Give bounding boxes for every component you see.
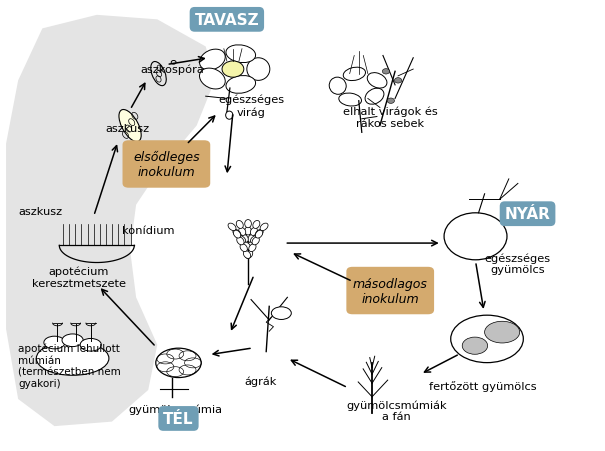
Ellipse shape bbox=[239, 228, 246, 236]
Ellipse shape bbox=[200, 69, 225, 90]
Ellipse shape bbox=[236, 221, 243, 229]
Ellipse shape bbox=[343, 68, 365, 81]
Ellipse shape bbox=[462, 337, 488, 354]
Ellipse shape bbox=[234, 231, 241, 239]
Ellipse shape bbox=[244, 235, 251, 243]
Text: fertőzött gyümölcs: fertőzött gyümölcs bbox=[429, 380, 537, 391]
Ellipse shape bbox=[80, 339, 102, 351]
FancyBboxPatch shape bbox=[346, 267, 434, 315]
Text: gyümölcsmúmiák
a fán: gyümölcsmúmiák a fán bbox=[346, 400, 446, 421]
Circle shape bbox=[382, 69, 390, 75]
Text: egészséges
virág: egészséges virág bbox=[218, 95, 284, 117]
Ellipse shape bbox=[244, 242, 251, 250]
Polygon shape bbox=[6, 16, 215, 426]
Ellipse shape bbox=[36, 342, 109, 375]
Text: aszkospóra: aszkospóra bbox=[140, 64, 204, 75]
Ellipse shape bbox=[238, 236, 246, 244]
Ellipse shape bbox=[228, 224, 236, 231]
Ellipse shape bbox=[233, 230, 241, 237]
Text: apotécium
keresztmetszete: apotécium keresztmetszete bbox=[31, 267, 126, 288]
Ellipse shape bbox=[248, 235, 255, 243]
Text: konídium: konídium bbox=[122, 225, 174, 235]
Ellipse shape bbox=[44, 336, 65, 349]
Ellipse shape bbox=[119, 110, 141, 143]
Ellipse shape bbox=[485, 322, 520, 343]
Ellipse shape bbox=[252, 238, 260, 245]
Text: egészséges
gyümölcs: egészséges gyümölcs bbox=[484, 253, 551, 275]
Ellipse shape bbox=[226, 76, 255, 94]
Ellipse shape bbox=[243, 251, 250, 259]
Text: apotécium lehullott
múmián
(természetben nem
gyakori): apotécium lehullott múmián (természetben… bbox=[18, 343, 121, 388]
Ellipse shape bbox=[243, 242, 250, 250]
Ellipse shape bbox=[226, 112, 233, 120]
Ellipse shape bbox=[244, 242, 251, 250]
Ellipse shape bbox=[240, 244, 247, 252]
Ellipse shape bbox=[365, 89, 384, 105]
Ellipse shape bbox=[249, 244, 256, 252]
FancyBboxPatch shape bbox=[122, 141, 211, 189]
Ellipse shape bbox=[260, 224, 268, 231]
Text: aszkusz: aszkusz bbox=[18, 207, 62, 217]
Text: elhalt virágok és
rákos sebek: elhalt virágok és rákos sebek bbox=[343, 106, 437, 128]
Text: TAVASZ: TAVASZ bbox=[195, 13, 259, 28]
Ellipse shape bbox=[245, 242, 252, 250]
Text: gyümölcsmúmia: gyümölcsmúmia bbox=[128, 404, 223, 414]
Ellipse shape bbox=[247, 59, 270, 81]
Ellipse shape bbox=[250, 236, 258, 244]
Ellipse shape bbox=[271, 307, 292, 320]
Ellipse shape bbox=[62, 334, 83, 347]
Ellipse shape bbox=[329, 78, 346, 95]
Text: ágrák: ágrák bbox=[244, 376, 276, 387]
Ellipse shape bbox=[156, 348, 201, 378]
Ellipse shape bbox=[246, 242, 253, 250]
Circle shape bbox=[387, 99, 394, 104]
Ellipse shape bbox=[244, 227, 251, 235]
Ellipse shape bbox=[339, 94, 362, 107]
Ellipse shape bbox=[237, 238, 244, 245]
Ellipse shape bbox=[246, 251, 253, 259]
Ellipse shape bbox=[255, 231, 263, 239]
Circle shape bbox=[394, 78, 402, 84]
Text: TÉL: TÉL bbox=[163, 411, 194, 426]
Ellipse shape bbox=[241, 235, 248, 243]
Text: aszkusz: aszkusz bbox=[106, 124, 150, 133]
Ellipse shape bbox=[451, 316, 523, 363]
Ellipse shape bbox=[226, 46, 255, 64]
Text: elsődleges
inokulum: elsődleges inokulum bbox=[133, 151, 200, 179]
Ellipse shape bbox=[250, 228, 257, 236]
Text: másodlagos
inokulum: másodlagos inokulum bbox=[353, 277, 428, 305]
Ellipse shape bbox=[244, 220, 251, 228]
Ellipse shape bbox=[255, 230, 263, 237]
Ellipse shape bbox=[367, 74, 387, 89]
Ellipse shape bbox=[200, 50, 225, 71]
Circle shape bbox=[444, 213, 507, 260]
Circle shape bbox=[222, 62, 244, 78]
Ellipse shape bbox=[253, 221, 260, 229]
Text: NYÁR: NYÁR bbox=[505, 207, 551, 222]
